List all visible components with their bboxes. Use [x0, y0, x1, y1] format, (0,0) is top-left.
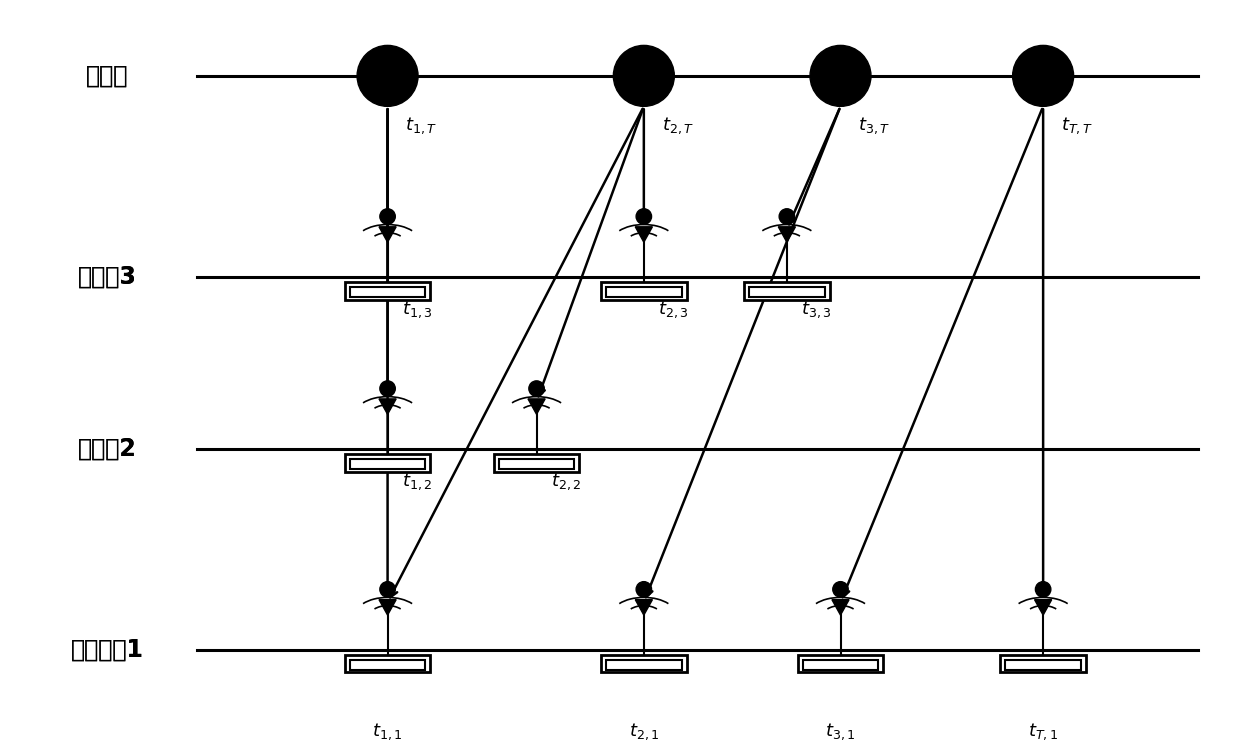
- Circle shape: [1035, 582, 1050, 597]
- Bar: [1006, 659, 1081, 670]
- Circle shape: [833, 582, 848, 597]
- Text: 泄漏点: 泄漏点: [87, 64, 129, 88]
- Bar: [350, 459, 425, 468]
- Bar: [350, 659, 425, 670]
- Text: $t_{2,1}$: $t_{2,1}$: [629, 721, 658, 742]
- Polygon shape: [779, 227, 795, 242]
- Text: 锚节点2: 锚节点2: [78, 436, 136, 461]
- Polygon shape: [635, 600, 652, 615]
- Circle shape: [614, 46, 675, 107]
- Polygon shape: [379, 399, 396, 414]
- Text: $t_{3,3}$: $t_{3,3}$: [801, 300, 832, 320]
- Bar: [345, 655, 430, 672]
- Polygon shape: [379, 600, 396, 615]
- Bar: [601, 655, 687, 672]
- Polygon shape: [635, 227, 652, 242]
- Text: $t_{2,2}$: $t_{2,2}$: [551, 471, 582, 492]
- Circle shape: [528, 381, 544, 396]
- Text: 发起节点1: 发起节点1: [71, 638, 144, 662]
- Bar: [345, 283, 430, 300]
- Circle shape: [636, 582, 651, 597]
- Bar: [802, 659, 878, 670]
- Bar: [498, 459, 574, 468]
- Bar: [744, 283, 830, 300]
- Text: $t_{T,1}$: $t_{T,1}$: [1028, 721, 1058, 742]
- Circle shape: [779, 209, 795, 225]
- Circle shape: [379, 209, 396, 225]
- Bar: [350, 286, 425, 297]
- Bar: [797, 655, 883, 672]
- Text: 锚节点3: 锚节点3: [78, 265, 136, 289]
- Text: 锚节点2: 锚节点2: [78, 436, 136, 461]
- Text: $t_{2,T}$: $t_{2,T}$: [662, 116, 694, 136]
- Text: 泄漏点: 泄漏点: [87, 64, 129, 88]
- Text: $t_{3,T}$: $t_{3,T}$: [858, 116, 890, 136]
- Polygon shape: [832, 600, 849, 615]
- Text: $t_{1,3}$: $t_{1,3}$: [402, 300, 433, 320]
- Circle shape: [1013, 46, 1074, 107]
- Text: $t_{1,1}$: $t_{1,1}$: [372, 721, 403, 742]
- Text: $t_{1,2}$: $t_{1,2}$: [402, 471, 433, 492]
- Polygon shape: [379, 227, 396, 242]
- Polygon shape: [1034, 600, 1052, 615]
- Bar: [494, 454, 579, 471]
- Bar: [345, 454, 430, 471]
- Text: $t_{1,T}$: $t_{1,T}$: [405, 116, 438, 136]
- Circle shape: [636, 209, 651, 225]
- Circle shape: [357, 46, 418, 107]
- Circle shape: [379, 582, 396, 597]
- Circle shape: [810, 46, 870, 107]
- Circle shape: [379, 381, 396, 396]
- Bar: [749, 286, 825, 297]
- Bar: [606, 286, 682, 297]
- Bar: [1001, 655, 1086, 672]
- Polygon shape: [528, 399, 546, 414]
- Bar: [606, 659, 682, 670]
- Text: $t_{T,T}$: $t_{T,T}$: [1061, 116, 1092, 136]
- Text: $t_{2,3}$: $t_{2,3}$: [658, 300, 688, 320]
- Bar: [601, 283, 687, 300]
- Text: 发起节点1: 发起节点1: [71, 638, 144, 662]
- Text: $t_{3,1}$: $t_{3,1}$: [826, 721, 856, 742]
- Text: 锚节点3: 锚节点3: [78, 265, 136, 289]
